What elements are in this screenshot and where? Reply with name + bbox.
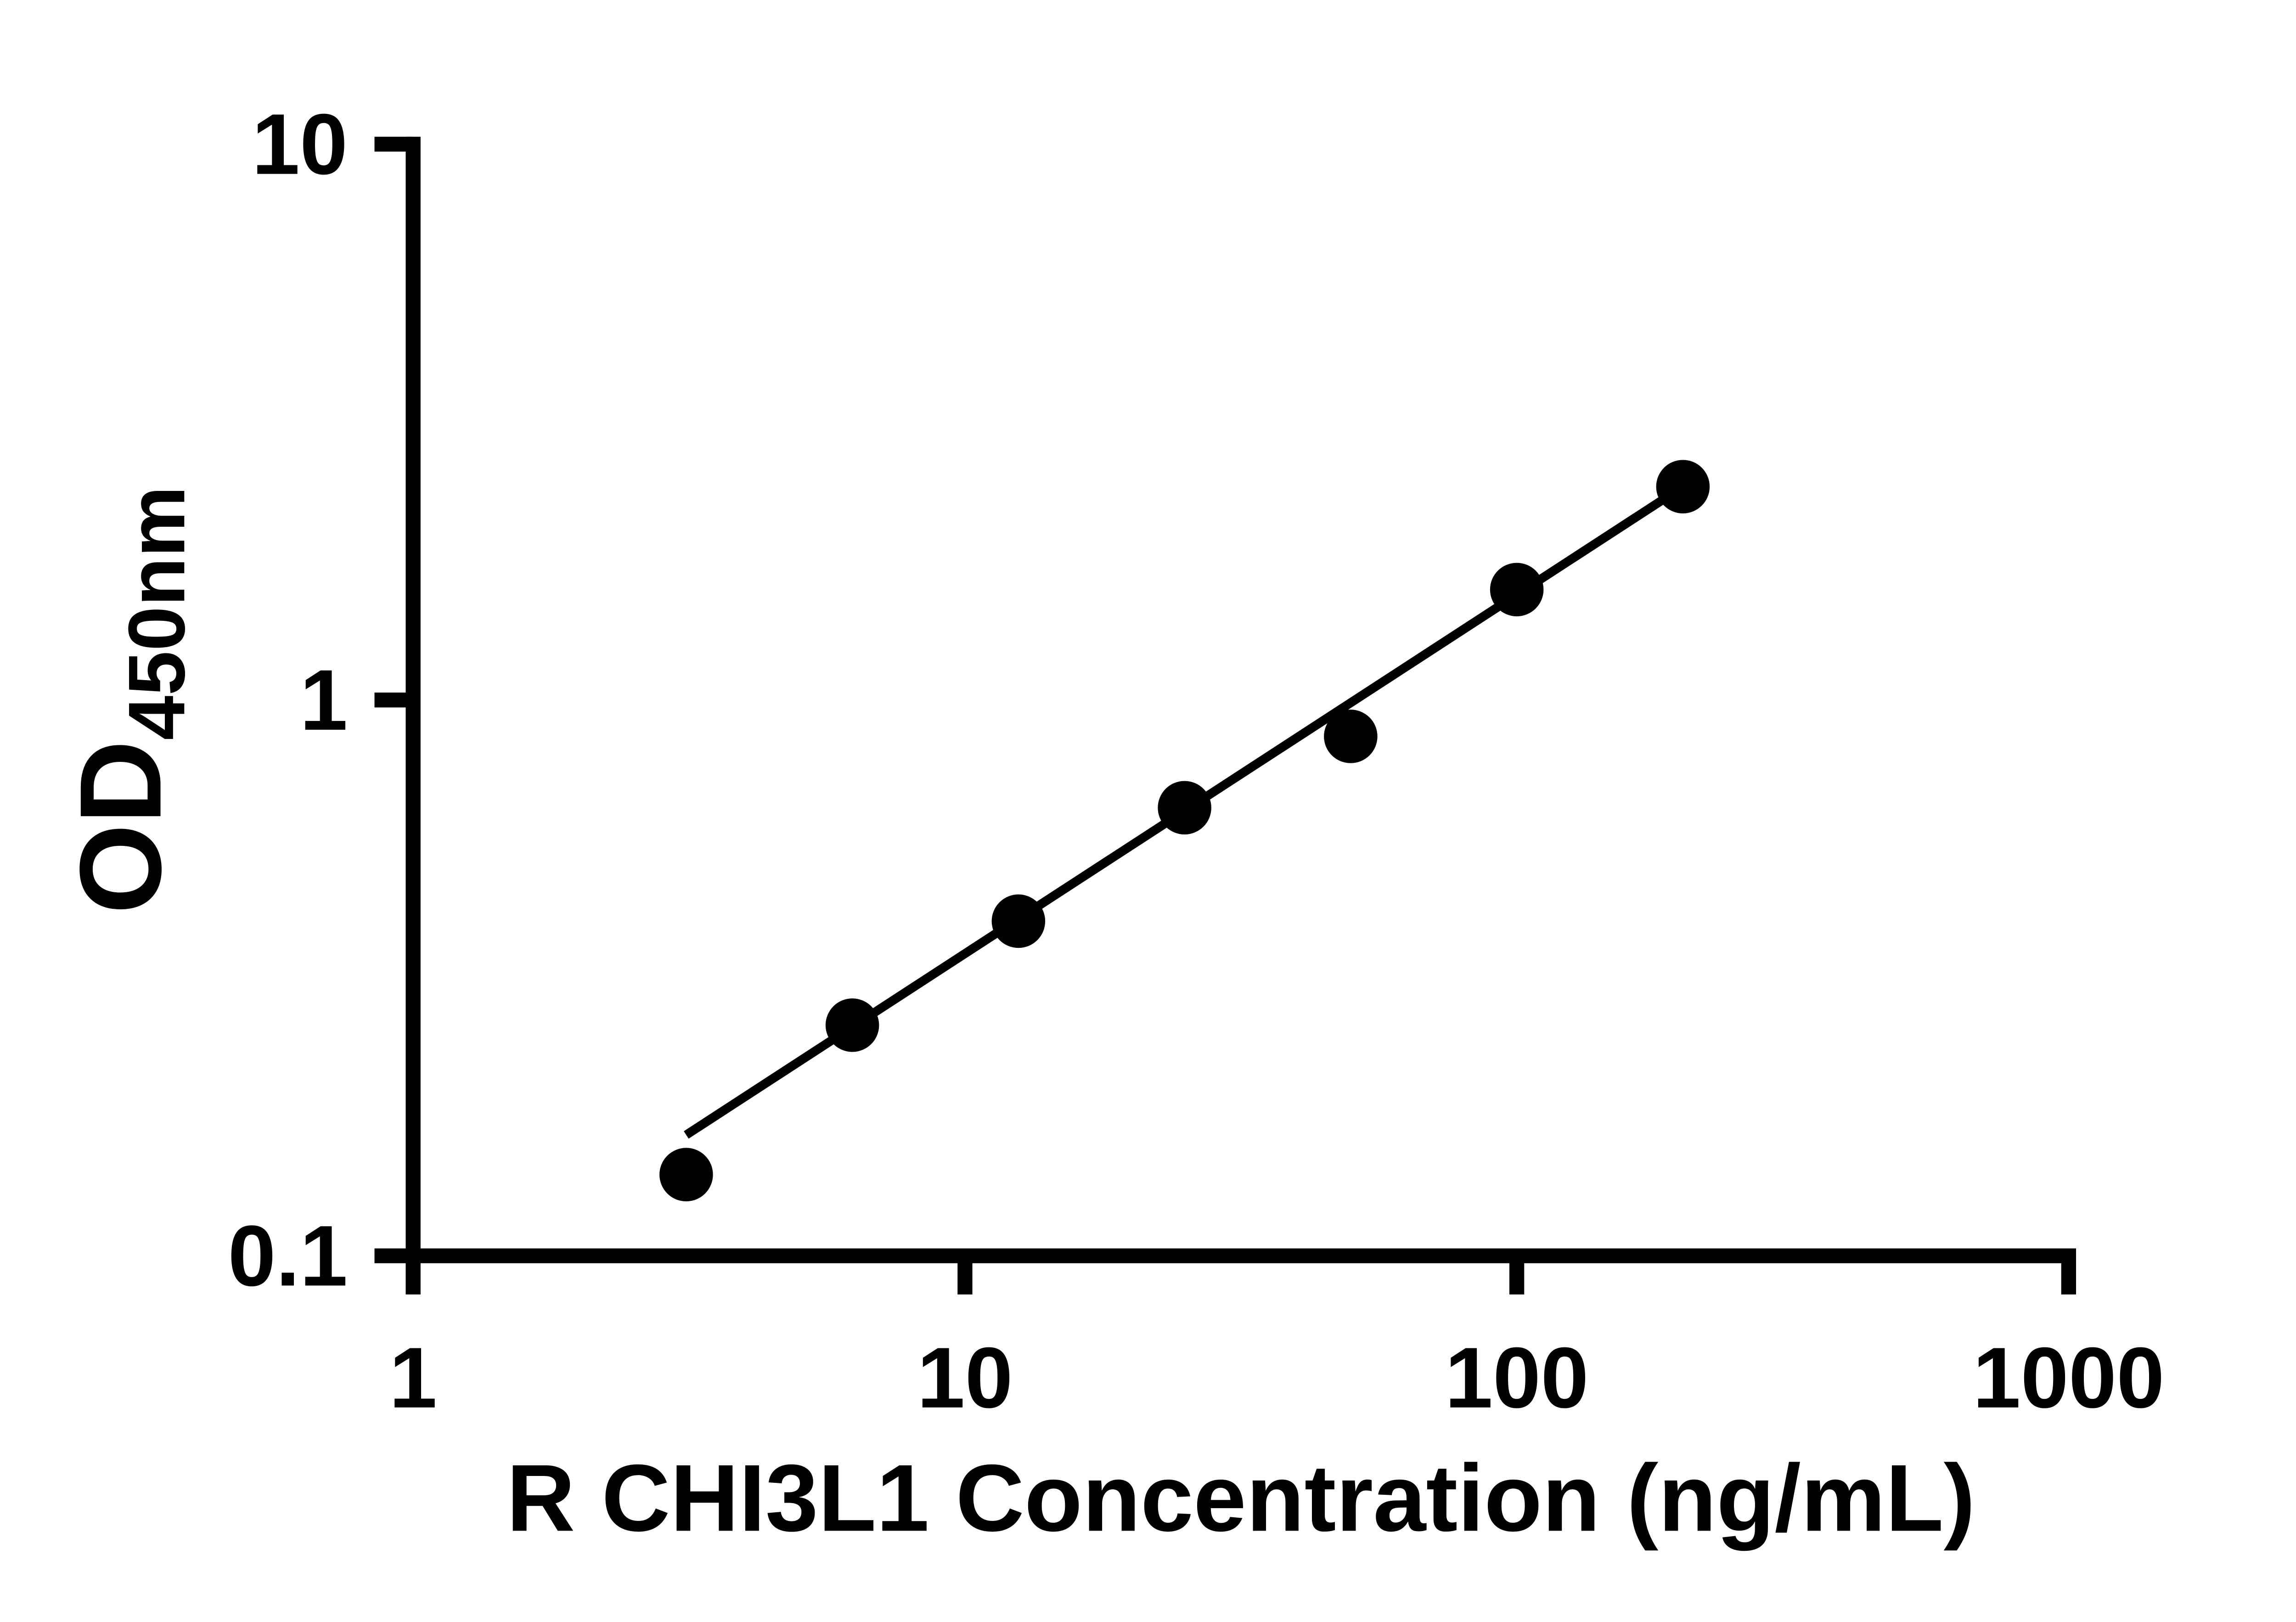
data-point (1324, 710, 1378, 763)
x-tick-label: 1000 (1973, 1329, 2165, 1426)
data-point (659, 1148, 713, 1202)
x-tick-label: 100 (1445, 1329, 1589, 1426)
y-tick-label: 10 (252, 96, 348, 192)
data-point (1490, 563, 1544, 617)
data-point (825, 998, 879, 1052)
y-axis-label-main: OD (56, 740, 186, 914)
data-point (991, 894, 1046, 948)
x-axis-label: R CHI3L1 Concentration (ng/mL) (506, 1445, 1975, 1551)
axes (405, 136, 2077, 1263)
data-point (1158, 781, 1211, 835)
y-axis-label-subscript: 450nm (112, 486, 202, 740)
data-point (1656, 460, 1710, 513)
y-tick-label: 1 (300, 652, 348, 748)
y-tick-label: 0.1 (228, 1207, 348, 1304)
x-tick-label: 1 (389, 1329, 437, 1426)
data-series (659, 460, 1710, 1202)
x-tick-label: 10 (917, 1329, 1013, 1426)
y-axis-label: OD450nm (56, 486, 202, 914)
axis-ticks: 1 10 100 1000 0.1 1 10 (228, 96, 2164, 1426)
